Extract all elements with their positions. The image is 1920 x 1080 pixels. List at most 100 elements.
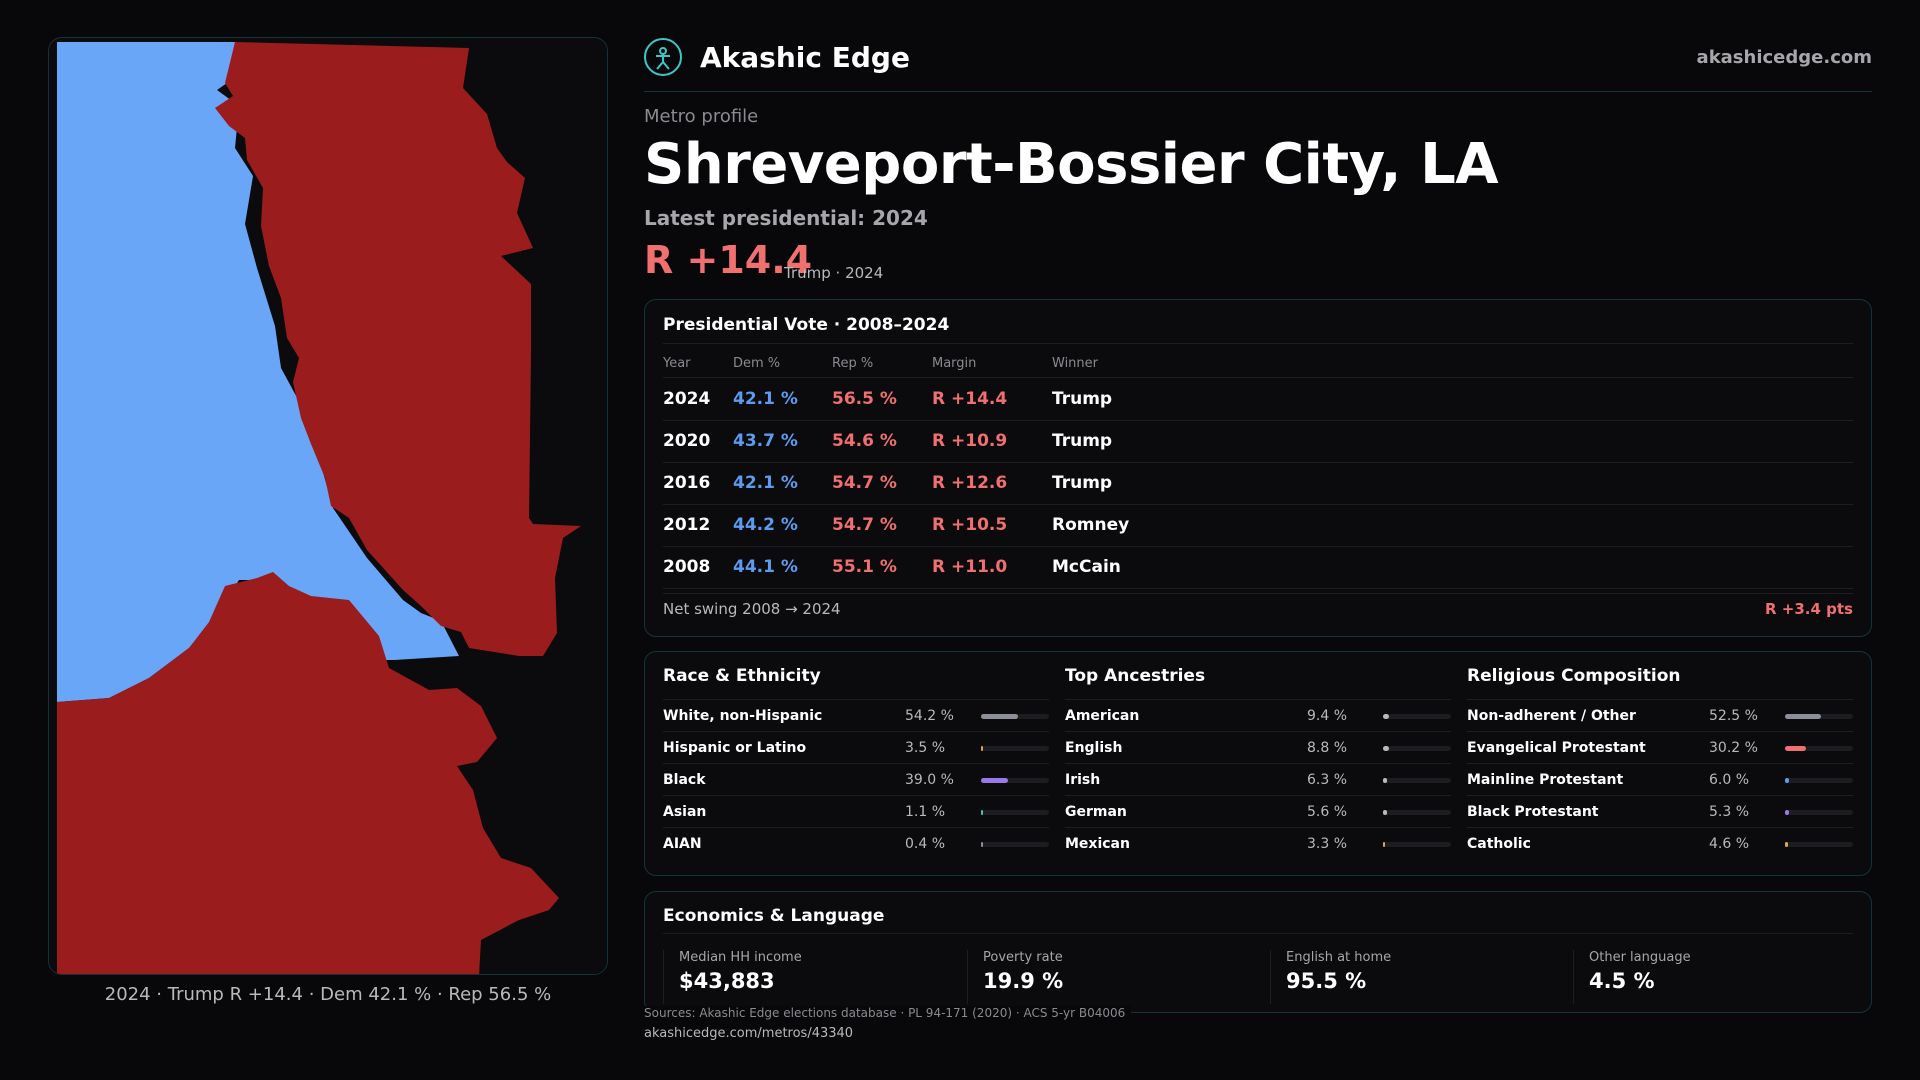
net-swing-value: R +3.4 pts bbox=[1765, 600, 1853, 618]
share-bar-fill bbox=[981, 778, 1008, 783]
item-percent: 3.3 % bbox=[1307, 836, 1348, 852]
item-percent: 5.6 % bbox=[1307, 804, 1348, 820]
dem-region[interactable] bbox=[57, 42, 459, 702]
row-winner: Trump bbox=[1052, 473, 1113, 493]
share-bar-fill bbox=[981, 810, 983, 815]
row-margin: R +11.0 bbox=[932, 557, 1008, 577]
divider bbox=[1270, 950, 1271, 1004]
share-bar bbox=[1785, 746, 1853, 751]
brand[interactable]: Akashic Edge bbox=[644, 38, 910, 76]
table-row[interactable]: 2020 43.7 % 54.6 % R +10.9 Trump bbox=[663, 421, 1853, 463]
permalink[interactable]: akashicedge.com/metros/43340 bbox=[644, 1026, 854, 1041]
list-item[interactable]: Non-adherent / Other 52.5 % bbox=[1467, 699, 1853, 731]
row-year: 2020 bbox=[663, 431, 711, 451]
share-bar bbox=[1383, 810, 1451, 815]
economics-card: Economics & Language Median HH income $4… bbox=[644, 891, 1872, 1013]
list-item[interactable]: Hispanic or Latino 3.5 % bbox=[663, 731, 1049, 763]
item-label: Mainline Protestant bbox=[1467, 772, 1624, 788]
rep-region-south[interactable] bbox=[57, 572, 559, 975]
share-bar bbox=[1383, 778, 1451, 783]
stat-label: Other language bbox=[1589, 950, 1691, 965]
row-year: 2024 bbox=[663, 389, 711, 409]
county-map-svg bbox=[49, 38, 607, 975]
share-bar-fill bbox=[1785, 842, 1789, 847]
divider bbox=[663, 593, 1853, 594]
net-swing: Net swing 2008 → 2024 R +3.4 pts bbox=[663, 600, 1853, 618]
row-winner: Trump bbox=[1052, 389, 1113, 409]
share-bar-fill bbox=[1785, 810, 1789, 815]
row-winner: Romney bbox=[1052, 515, 1130, 535]
row-year: 2008 bbox=[663, 557, 711, 577]
item-percent: 8.8 % bbox=[1307, 740, 1348, 756]
table-row[interactable]: 2016 42.1 % 54.7 % R +12.6 Trump bbox=[663, 463, 1853, 505]
column-header-rep: Rep % bbox=[832, 356, 874, 371]
item-label: Black Protestant bbox=[1467, 804, 1599, 820]
page-kicker: Metro profile bbox=[644, 106, 759, 127]
item-label: Mexican bbox=[1065, 836, 1130, 852]
share-bar bbox=[1785, 714, 1853, 719]
table-row[interactable]: 2024 42.1 % 56.5 % R +14.4 Trump bbox=[663, 379, 1853, 421]
row-dem-pct: 42.1 % bbox=[733, 389, 798, 409]
list-item[interactable]: Mainline Protestant 6.0 % bbox=[1467, 763, 1853, 795]
share-bar-fill bbox=[981, 746, 984, 751]
column-header-dem: Dem % bbox=[733, 356, 781, 371]
list-item[interactable]: English 8.8 % bbox=[1065, 731, 1451, 763]
item-percent: 9.4 % bbox=[1307, 708, 1348, 724]
divider bbox=[663, 343, 1853, 344]
share-bar-fill bbox=[1785, 746, 1806, 751]
list-item[interactable]: Mexican 3.3 % bbox=[1065, 827, 1451, 859]
econ-card-title: Economics & Language bbox=[663, 906, 885, 926]
header-divider bbox=[644, 91, 1872, 92]
religion-section: Religious Composition Non-adherent / Oth… bbox=[1467, 666, 1853, 859]
row-margin: R +12.6 bbox=[932, 473, 1008, 493]
share-bar-fill bbox=[1383, 810, 1387, 815]
section-title: Religious Composition bbox=[1467, 666, 1681, 686]
rep-region-north[interactable] bbox=[215, 42, 581, 656]
sources-note: Sources: Akashic Edge elections database… bbox=[644, 1006, 1132, 1020]
share-bar bbox=[981, 714, 1049, 719]
list-item[interactable]: Asian 1.1 % bbox=[663, 795, 1049, 827]
list-item[interactable]: Catholic 4.6 % bbox=[1467, 827, 1853, 859]
list-item[interactable]: AIAN 0.4 % bbox=[663, 827, 1049, 859]
stat-label: Median HH income bbox=[679, 950, 802, 965]
item-label: American bbox=[1065, 708, 1140, 724]
item-label: Hispanic or Latino bbox=[663, 740, 807, 756]
list-item[interactable]: American 9.4 % bbox=[1065, 699, 1451, 731]
item-label: Non-adherent / Other bbox=[1467, 708, 1636, 724]
item-percent: 0.4 % bbox=[905, 836, 946, 852]
share-bar-fill bbox=[1785, 778, 1790, 783]
column-header-year: Year bbox=[663, 356, 691, 371]
item-label: Asian bbox=[663, 804, 707, 820]
share-bar bbox=[981, 778, 1049, 783]
share-bar bbox=[981, 746, 1049, 751]
table-row[interactable]: 2008 44.1 % 55.1 % R +11.0 McCain bbox=[663, 547, 1853, 589]
item-label: English bbox=[1065, 740, 1123, 756]
latest-election-label: Latest presidential: 2024 bbox=[644, 206, 928, 230]
share-bar bbox=[1785, 842, 1853, 847]
item-percent: 4.6 % bbox=[1709, 836, 1750, 852]
divider bbox=[1573, 950, 1574, 1004]
share-bar bbox=[981, 842, 1049, 847]
vote-card-title: Presidential Vote · 2008–2024 bbox=[663, 315, 950, 335]
item-label: German bbox=[1065, 804, 1127, 820]
brand-name: Akashic Edge bbox=[700, 40, 910, 74]
share-bar-fill bbox=[981, 842, 983, 847]
list-item[interactable]: Black 39.0 % bbox=[663, 763, 1049, 795]
site-link[interactable]: akashicedge.com bbox=[1696, 47, 1872, 68]
table-row[interactable]: 2012 44.2 % 54.7 % R +10.5 Romney bbox=[663, 505, 1853, 547]
list-item[interactable]: Evangelical Protestant 30.2 % bbox=[1467, 731, 1853, 763]
stat-other-language: Other language 4.5 % bbox=[1589, 950, 1889, 993]
share-bar-fill bbox=[1785, 714, 1821, 719]
row-winner: McCain bbox=[1052, 557, 1121, 577]
metro-map[interactable] bbox=[48, 37, 608, 975]
list-item[interactable]: White, non-Hispanic 54.2 % bbox=[663, 699, 1049, 731]
item-percent: 30.2 % bbox=[1709, 740, 1758, 756]
share-bar bbox=[1785, 810, 1853, 815]
row-year: 2016 bbox=[663, 473, 711, 493]
map-caption: 2024 · Trump R +14.4 · Dem 42.1 % · Rep … bbox=[104, 984, 552, 1005]
list-item[interactable]: Irish 6.3 % bbox=[1065, 763, 1451, 795]
row-winner: Trump bbox=[1052, 431, 1113, 451]
row-dem-pct: 43.7 % bbox=[733, 431, 798, 451]
list-item[interactable]: Black Protestant 5.3 % bbox=[1467, 795, 1853, 827]
list-item[interactable]: German 5.6 % bbox=[1065, 795, 1451, 827]
